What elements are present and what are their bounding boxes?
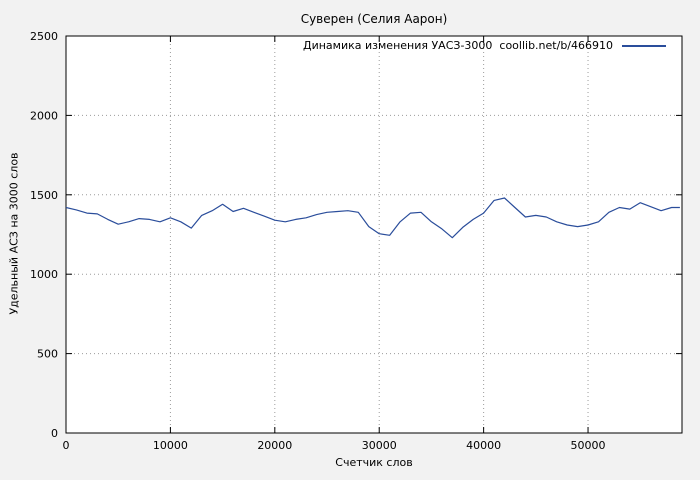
plot-border bbox=[65, 35, 683, 434]
x-tick-label: 30000 bbox=[362, 439, 397, 452]
y-tick-label: 500 bbox=[37, 348, 58, 361]
x-tick-label: 20000 bbox=[257, 439, 292, 452]
x-tick-label: 10000 bbox=[153, 439, 188, 452]
x-tick-label: 50000 bbox=[571, 439, 606, 452]
x-tick-label: 0 bbox=[63, 439, 70, 452]
y-tick-label: 0 bbox=[51, 427, 58, 440]
x-tick-label: 40000 bbox=[466, 439, 501, 452]
page-title: Суверен (Селия Аарон) bbox=[300, 12, 448, 26]
y-axis-label: Удельный АСЗ на 3000 слов bbox=[7, 152, 21, 315]
y-tick-label: 2500 bbox=[30, 30, 58, 43]
legend-line-sample bbox=[622, 44, 666, 47]
x-axis-label: Счетчик слов bbox=[335, 456, 413, 469]
y-tick-label: 1500 bbox=[30, 189, 58, 202]
y-tick-label: 1000 bbox=[30, 268, 58, 281]
series-line bbox=[65, 197, 680, 239]
legend: Динамика изменения УАСЗ-3000 coollib.net… bbox=[303, 39, 666, 52]
legend-label: Динамика изменения УАСЗ-3000 coollib.net… bbox=[303, 39, 613, 52]
y-tick-label: 2000 bbox=[30, 109, 58, 122]
plot-background bbox=[66, 36, 682, 433]
